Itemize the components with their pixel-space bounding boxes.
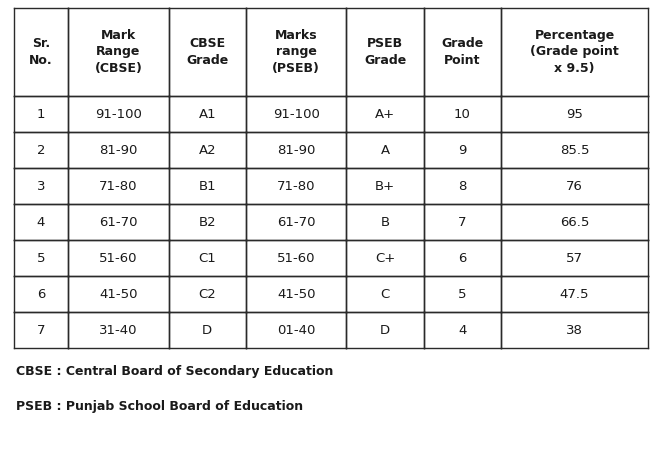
Text: D: D	[202, 323, 212, 336]
Text: 66.5: 66.5	[560, 216, 589, 229]
Text: A1: A1	[199, 107, 216, 120]
Text: 41-50: 41-50	[277, 287, 315, 300]
Text: 38: 38	[566, 323, 583, 336]
Text: 6: 6	[458, 251, 466, 264]
Text: 85.5: 85.5	[560, 144, 589, 157]
Text: A: A	[380, 144, 390, 157]
Text: C1: C1	[199, 251, 216, 264]
Text: B2: B2	[199, 216, 216, 229]
Text: B: B	[380, 216, 390, 229]
Text: PSEB : Punjab School Board of Education: PSEB : Punjab School Board of Education	[16, 400, 303, 413]
Text: 76: 76	[566, 180, 583, 193]
Text: C2: C2	[199, 287, 216, 300]
Text: 3: 3	[37, 180, 46, 193]
Text: C: C	[380, 287, 390, 300]
Text: 7: 7	[458, 216, 467, 229]
Text: Sr.
No.: Sr. No.	[30, 37, 53, 67]
Text: A+: A+	[375, 107, 395, 120]
Text: Marks
range
(PSEB): Marks range (PSEB)	[272, 29, 320, 75]
Text: 10: 10	[454, 107, 471, 120]
Text: B1: B1	[199, 180, 216, 193]
Text: 51-60: 51-60	[277, 251, 315, 264]
Text: 61-70: 61-70	[99, 216, 138, 229]
Text: 91-100: 91-100	[95, 107, 142, 120]
Text: 5: 5	[458, 287, 467, 300]
Text: 6: 6	[37, 287, 45, 300]
Text: CBSE
Grade: CBSE Grade	[186, 37, 228, 67]
Text: 81-90: 81-90	[277, 144, 315, 157]
Text: 51-60: 51-60	[99, 251, 138, 264]
Text: 4: 4	[458, 323, 466, 336]
Text: 5: 5	[37, 251, 46, 264]
Text: PSEB
Grade: PSEB Grade	[364, 37, 406, 67]
Text: 47.5: 47.5	[560, 287, 589, 300]
Text: Mark
Range
(CBSE): Mark Range (CBSE)	[95, 29, 142, 75]
Text: 61-70: 61-70	[277, 216, 315, 229]
Text: 95: 95	[566, 107, 583, 120]
Text: B+: B+	[375, 180, 395, 193]
Text: 4: 4	[37, 216, 45, 229]
Text: 31-40: 31-40	[99, 323, 138, 336]
Text: Grade
Point: Grade Point	[442, 37, 484, 67]
Text: 1: 1	[37, 107, 46, 120]
Text: D: D	[380, 323, 390, 336]
Text: 7: 7	[37, 323, 46, 336]
Text: C+: C+	[375, 251, 395, 264]
Text: Percentage
(Grade point
x 9.5): Percentage (Grade point x 9.5)	[530, 29, 619, 75]
Text: 57: 57	[566, 251, 583, 264]
Text: 81-90: 81-90	[99, 144, 138, 157]
Text: 71-80: 71-80	[99, 180, 138, 193]
Text: 9: 9	[458, 144, 466, 157]
Text: 91-100: 91-100	[273, 107, 319, 120]
Text: 01-40: 01-40	[277, 323, 315, 336]
Text: A2: A2	[199, 144, 216, 157]
Text: 71-80: 71-80	[277, 180, 315, 193]
Text: CBSE : Central Board of Secondary Education: CBSE : Central Board of Secondary Educat…	[16, 365, 333, 378]
Text: 2: 2	[37, 144, 46, 157]
Text: 8: 8	[458, 180, 466, 193]
Text: 41-50: 41-50	[99, 287, 138, 300]
